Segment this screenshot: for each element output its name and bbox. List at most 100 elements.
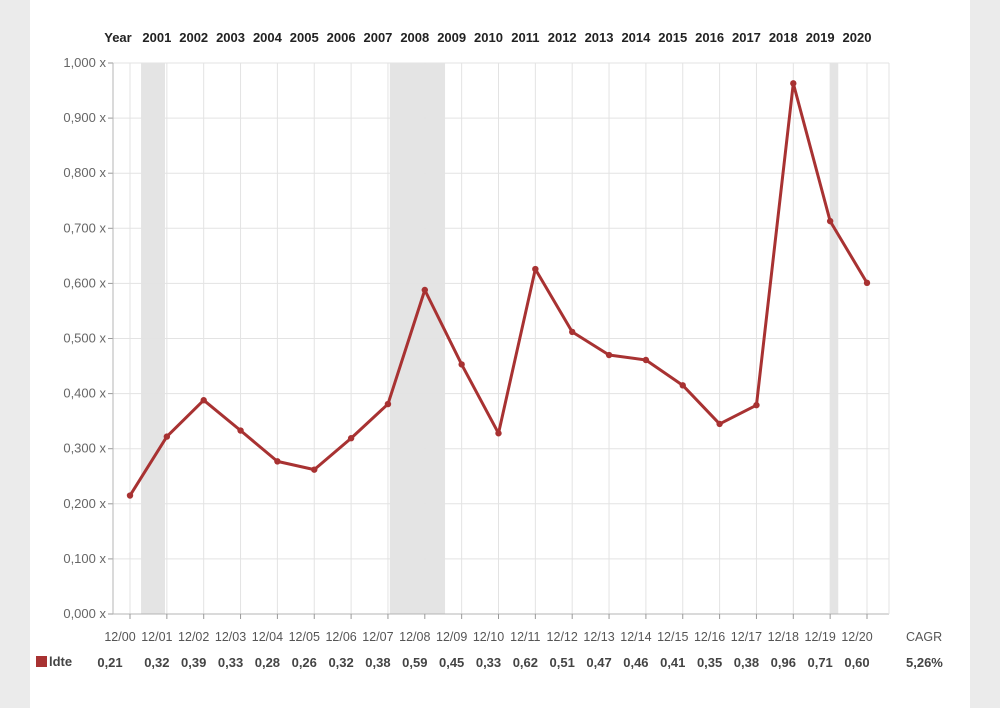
x-tick-label: 12/12 (547, 630, 578, 644)
value-label: 0,62 (513, 655, 538, 670)
data-point (458, 361, 465, 368)
value-label: 0,33 (218, 655, 243, 670)
value-label: 0,38 (365, 655, 390, 670)
x-tick-label: 12/01 (141, 630, 172, 644)
year-label: 2007 (363, 30, 392, 45)
year-label: 2008 (400, 30, 429, 45)
x-tick-label: 12/04 (252, 630, 283, 644)
data-point (605, 351, 613, 359)
data-point (679, 382, 686, 389)
data-point (569, 328, 576, 336)
y-tick-label: 0,900 x (63, 110, 106, 125)
value-label: 0,45 (439, 655, 464, 670)
year-label: 2002 (179, 30, 208, 45)
data-point (753, 401, 760, 409)
data-point (384, 400, 392, 408)
x-tick-label: 12/08 (399, 630, 430, 644)
year-label: 2015 (658, 30, 687, 45)
data-point (863, 279, 871, 287)
year-label: 2006 (327, 30, 356, 45)
value-label: 0,38 (734, 655, 759, 670)
year-label: 2011 (511, 30, 539, 45)
data-point (495, 430, 502, 437)
value-label: 0,41 (660, 655, 685, 670)
x-tick-label: 12/07 (362, 630, 393, 644)
value-label: 0,71 (807, 655, 832, 670)
y-tick-label: 0,400 x (63, 386, 106, 401)
data-point (126, 492, 134, 499)
x-tick-label: 12/19 (805, 630, 836, 644)
year-label: 2019 (806, 30, 835, 45)
data-point (532, 265, 539, 273)
line-chart: 0,000 x 0,100 x 0,200 x 0,300 x 0,400 x 0,500… (36, 30, 943, 670)
x-tick-label: 12/14 (620, 630, 651, 644)
year-label: 2013 (585, 30, 614, 45)
year-label: 2014 (621, 30, 651, 45)
x-tick-label: 12/18 (768, 630, 799, 644)
x-tick-label: 12/11 (510, 630, 540, 644)
y-tick-label: 0,200 x (63, 496, 106, 511)
year-label: 2003 (216, 30, 245, 45)
year-label: 2017 (732, 30, 761, 45)
x-tick-label: 12/20 (841, 630, 872, 644)
y-tick-label: 0,000 x (63, 606, 106, 621)
y-tick-label: 0,700 x (63, 220, 106, 235)
value-label: 0,47 (586, 655, 611, 670)
cagr-header: CAGR (906, 630, 942, 644)
y-tick-label: 0,800 x (63, 165, 106, 180)
data-point (716, 420, 723, 428)
y-tick-label: 0,500 x (63, 331, 106, 346)
data-point (163, 433, 171, 440)
x-tick-label: 12/05 (289, 630, 320, 644)
year-label: 2010 (474, 30, 503, 45)
value-label: 0,21 (97, 655, 122, 670)
y-tick-label: 0,300 x (63, 441, 106, 456)
chart-card: 0,000 x 0,100 x 0,200 x 0,300 x 0,400 x 0,500… (30, 0, 970, 708)
year-label: 2004 (253, 30, 283, 45)
year-label: 2001 (142, 30, 171, 45)
value-label: 0,35 (697, 655, 722, 670)
year-label: 2020 (843, 30, 872, 45)
year-header-label: Year (104, 30, 131, 45)
data-point (642, 356, 650, 364)
x-tick-label: 12/16 (694, 630, 725, 644)
data-point (311, 466, 318, 473)
value-label: 0,39 (181, 655, 206, 670)
x-tick-label: 12/13 (583, 630, 614, 644)
data-point (826, 217, 834, 225)
x-tick-label: 12/17 (731, 630, 762, 644)
year-label: 2016 (695, 30, 724, 45)
value-label: 0,33 (476, 655, 501, 670)
y-tick-label: 1,000 x (63, 55, 106, 70)
y-tick-label: 0,600 x (63, 275, 106, 290)
x-tick-label: 12/03 (215, 630, 246, 644)
x-tick-label: 12/02 (178, 630, 209, 644)
value-label: 0,32 (328, 655, 353, 670)
data-point (237, 427, 244, 434)
data-point (790, 80, 797, 87)
year-label: 2018 (769, 30, 798, 45)
value-label: 0,28 (255, 655, 280, 670)
data-point (421, 286, 428, 294)
data-point (274, 458, 281, 465)
x-tick-label: 12/06 (325, 630, 356, 644)
value-label: 0,26 (292, 655, 317, 670)
legend-swatch (36, 656, 47, 667)
x-tick-label: 12/09 (436, 630, 467, 644)
x-tick-label: 12/15 (657, 630, 688, 644)
value-label: 0,51 (550, 655, 575, 670)
data-point (200, 397, 207, 404)
value-label: 0,96 (771, 655, 796, 670)
year-label: 2009 (437, 30, 466, 45)
data-point (347, 435, 355, 442)
value-label: 0,32 (144, 655, 169, 670)
value-label: 0,60 (844, 655, 869, 670)
value-label: 0,59 (402, 655, 427, 670)
y-tick-label: 0,100 x (63, 551, 106, 566)
value-label: 0,46 (623, 655, 648, 670)
cagr-value: 5,26% (906, 655, 943, 670)
year-label: 2005 (290, 30, 319, 45)
legend-label: ldte (49, 654, 72, 669)
year-label: 2012 (548, 30, 577, 45)
x-tick-label: 12/00 (104, 630, 135, 644)
